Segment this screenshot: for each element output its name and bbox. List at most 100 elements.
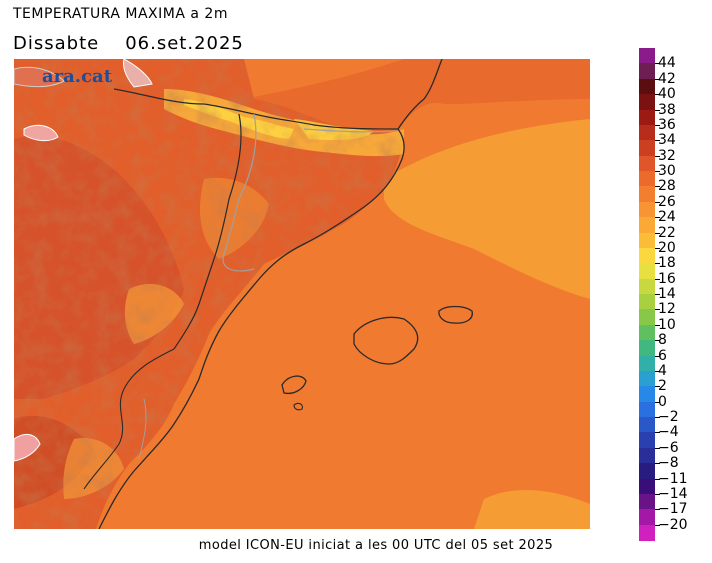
terrain-patch-n [123,59,153,88]
colorbar-cell [639,232,655,249]
colorbar-label: 38 [658,101,676,118]
forecast-day: Dissabte [13,33,100,54]
forecast-date-value: 06.set.2025 [125,33,244,54]
region-border [173,113,242,350]
colorbar-label: 28 [658,178,676,195]
colorbar-label: 42 [658,70,676,87]
colorbar-cell [639,140,655,157]
colorbar-cell [639,201,655,218]
colorbar-cell [639,263,655,280]
colorbar-tick [655,109,660,111]
colorbar-tick [655,509,660,511]
colorbar-label: 12 [658,301,676,318]
colorbar-tick [655,309,660,311]
colorbar-cell [639,247,655,264]
colorbar-tick [655,417,660,418]
colorbar-cell [639,509,655,526]
colorbar-tick [655,463,660,465]
colorbar-cell [639,386,655,403]
colorbar-tick [655,340,660,342]
colorbar-tick [655,78,660,80]
colorbar-label: 0 [658,393,667,410]
colorbar-cell [639,432,655,449]
colorbar-tick [655,247,660,249]
mallorca-island [353,316,419,365]
internal-border-3 [138,398,147,460]
colorbar-tick [655,524,660,526]
colorbar-label: −11 [658,470,688,487]
colorbar-tick [655,432,660,434]
colorbar-tick [655,447,660,449]
colorbar-label: 2 [658,378,667,395]
coastline [98,59,443,529]
colorbar-cell [639,171,655,187]
terrain-patch-nw [14,66,65,88]
colorbar-label: 16 [658,270,676,287]
formentera-island [293,402,303,411]
menorca-island [438,305,473,324]
warm-sea-area [384,119,590,299]
colorbar-label: 30 [658,163,676,179]
colorbar-tick [655,201,660,203]
warm-sea-south [474,489,590,529]
colorbar-label: −17 [658,501,688,518]
colorbar-tick [655,278,660,280]
colorbar-cell [639,186,655,203]
colorbar-label: 8 [658,332,667,349]
colorbar-cell [639,63,655,80]
colorbar-label: −8 [658,455,679,472]
colorbar-label: 4 [658,362,667,379]
ibiza-island [281,375,307,395]
colorbar-tick [655,324,660,326]
colorbar-label: 6 [658,347,667,364]
colorbar-label: 24 [658,209,676,226]
colorbar-cell [639,340,655,356]
colorbar-tick [655,63,660,65]
colorbar-cell [639,109,655,126]
colorbar-tick [655,124,660,126]
colorbar-tick [655,478,660,480]
colorbar-label: 26 [658,193,676,210]
forecast-date: Dissabte 06.set.2025 [13,33,244,54]
colorbar-label: 34 [658,132,676,149]
colorbar-tick [655,386,660,388]
colorbar-tick [655,355,660,357]
colorbar-cell [639,401,655,418]
colorbar-label: −4 [658,424,679,441]
colorbar-cell [639,78,655,95]
colorbar-cell [639,48,655,64]
colorbar-cell [639,447,655,464]
colorbar-label: 18 [658,255,676,272]
colorbar-cell [639,155,655,172]
colorbar-label: 20 [658,239,676,256]
terrain-patch-sw [14,433,41,462]
colorbar-label: 32 [658,147,676,164]
temperature-map [14,59,590,529]
colorbar-cell [639,324,655,341]
colorbar-tick [655,171,660,172]
colorbar-label: −20 [658,516,688,533]
colorbar-cell [639,278,655,295]
colorbar-tick [655,294,660,295]
colorbar-cell [639,463,655,479]
colorbar-tick [655,186,660,188]
colorbar-tick [655,401,660,403]
colorbar-tick [655,493,660,495]
colorbar-label: −14 [658,485,688,502]
colorbar-tick [655,232,660,234]
colorbar-cell [639,94,655,110]
colorbar-label: 22 [658,224,676,241]
colorbar-cell [639,478,655,495]
colorbar-cell [639,370,655,387]
colorbar-cell [639,124,655,141]
colorbar-label: 36 [658,116,676,133]
ara-cat-logo: ara.cat [42,66,113,87]
colorbar-label: 40 [658,86,676,103]
colorbar-label: 14 [658,286,676,302]
terrain-patch-w [23,124,59,142]
colorbar-label: 44 [658,55,676,72]
colorbar-tick [655,370,660,372]
colorbar-cell [639,217,655,233]
colorbar-cell [639,524,655,541]
france-land [244,59,590,134]
